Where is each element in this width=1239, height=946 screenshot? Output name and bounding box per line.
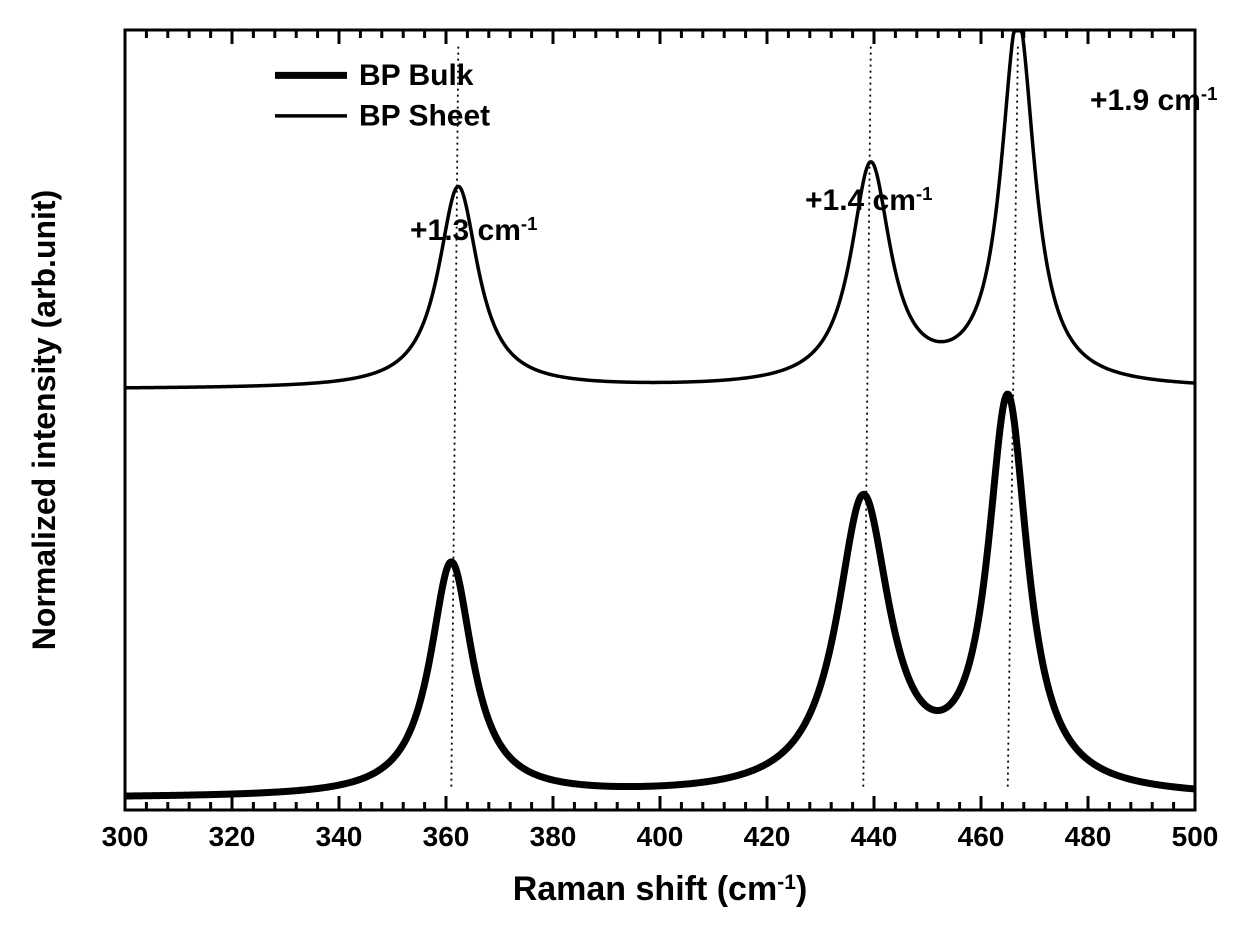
x-axis-label: Raman shift (cm-1) bbox=[513, 870, 808, 908]
peak-shift-annotation: +1.3 cm-1 bbox=[410, 213, 537, 248]
peak-shift-annotation: +1.4 cm-1 bbox=[805, 183, 932, 218]
legend-label: BP Sheet bbox=[359, 100, 490, 133]
x-tick-label: 440 bbox=[851, 821, 898, 852]
x-tick-label: 420 bbox=[744, 821, 791, 852]
x-tick-label: 480 bbox=[1065, 821, 1112, 852]
raman-chart: 300 320 340 360 380 400 420 440 460 480 500 Raman s… bbox=[0, 0, 1239, 946]
x-tick-label: 360 bbox=[423, 821, 470, 852]
x-tick-label: 400 bbox=[637, 821, 684, 852]
peak-shift-annotation: +1.9 cm-1 bbox=[1090, 83, 1217, 118]
legend-label: BP Bulk bbox=[359, 59, 474, 92]
x-tick-label: 380 bbox=[530, 821, 577, 852]
x-tick-label: 320 bbox=[209, 821, 256, 852]
x-tick-label: 300 bbox=[102, 821, 149, 852]
x-tick-label: 340 bbox=[316, 821, 363, 852]
x-tick-label: 500 bbox=[1172, 821, 1219, 852]
y-axis-label: Normalized intensity (arb.unit) bbox=[26, 190, 62, 650]
x-tick-label: 460 bbox=[958, 821, 1005, 852]
